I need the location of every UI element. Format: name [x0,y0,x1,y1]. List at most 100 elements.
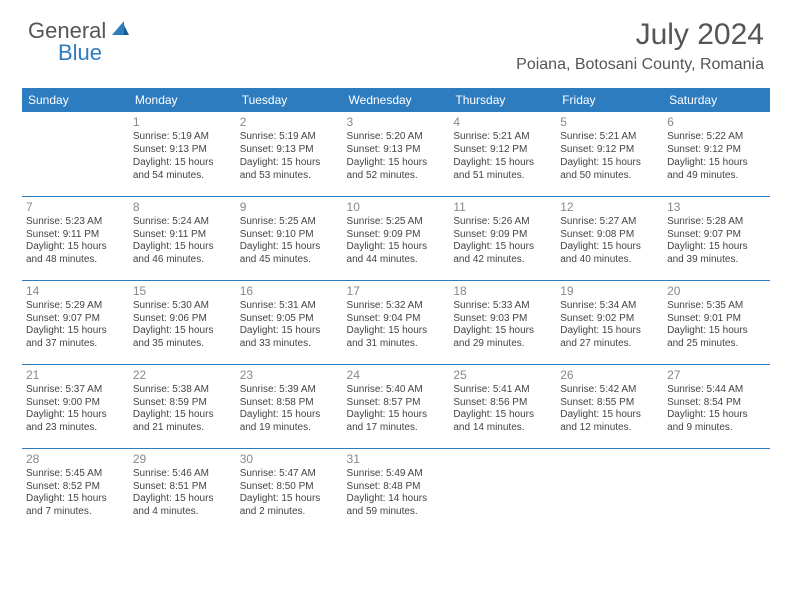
day-number: 12 [560,200,659,215]
sunrise-line: Sunrise: 5:28 AM [667,216,766,229]
sunset-line: Sunset: 9:13 PM [133,144,232,157]
sunset-line: Sunset: 9:08 PM [560,229,659,242]
day-cell: 23Sunrise: 5:39 AMSunset: 8:58 PMDayligh… [236,364,343,448]
sunset-line: Sunset: 9:06 PM [133,313,232,326]
daylight-line: Daylight: 15 hours and 39 minutes. [667,241,766,267]
sunrise-line: Sunrise: 5:24 AM [133,216,232,229]
day-number: 9 [240,200,339,215]
day-number: 24 [347,368,446,383]
daylight-line: Daylight: 15 hours and 53 minutes. [240,157,339,183]
sunrise-line: Sunrise: 5:37 AM [26,384,125,397]
sunset-line: Sunset: 9:12 PM [453,144,552,157]
day-cell: 18Sunrise: 5:33 AMSunset: 9:03 PMDayligh… [449,280,556,364]
day-number: 25 [453,368,552,383]
week-row: 28Sunrise: 5:45 AMSunset: 8:52 PMDayligh… [22,448,770,532]
sunrise-line: Sunrise: 5:23 AM [26,216,125,229]
day-cell: 11Sunrise: 5:26 AMSunset: 9:09 PMDayligh… [449,196,556,280]
logo: General Blue [28,18,132,44]
sunrise-line: Sunrise: 5:34 AM [560,300,659,313]
day-cell: 17Sunrise: 5:32 AMSunset: 9:04 PMDayligh… [343,280,450,364]
daylight-line: Daylight: 15 hours and 27 minutes. [560,325,659,351]
day-cell: 21Sunrise: 5:37 AMSunset: 9:00 PMDayligh… [22,364,129,448]
sunset-line: Sunset: 9:11 PM [133,229,232,242]
sunset-line: Sunset: 8:57 PM [347,397,446,410]
day-cell [663,448,770,532]
sunset-line: Sunset: 9:09 PM [347,229,446,242]
day-cell: 2Sunrise: 5:19 AMSunset: 9:13 PMDaylight… [236,112,343,196]
daylight-line: Daylight: 15 hours and 42 minutes. [453,241,552,267]
day-number: 10 [347,200,446,215]
day-number: 2 [240,115,339,130]
sunset-line: Sunset: 9:12 PM [667,144,766,157]
header: General Blue July 2024 Poiana, Botosani … [0,0,792,80]
sunrise-line: Sunrise: 5:21 AM [560,131,659,144]
daylight-line: Daylight: 15 hours and 14 minutes. [453,409,552,435]
day-number: 1 [133,115,232,130]
daylight-line: Daylight: 15 hours and 19 minutes. [240,409,339,435]
day-number: 7 [26,200,125,215]
sunset-line: Sunset: 9:07 PM [26,313,125,326]
sunrise-line: Sunrise: 5:27 AM [560,216,659,229]
sunrise-line: Sunrise: 5:33 AM [453,300,552,313]
day-cell: 15Sunrise: 5:30 AMSunset: 9:06 PMDayligh… [129,280,236,364]
sunset-line: Sunset: 8:51 PM [133,481,232,494]
day-number: 15 [133,284,232,299]
sunset-line: Sunset: 8:59 PM [133,397,232,410]
day-number: 18 [453,284,552,299]
day-cell [556,448,663,532]
daylight-line: Daylight: 15 hours and 46 minutes. [133,241,232,267]
day-number: 13 [667,200,766,215]
logo-sail-icon [110,19,130,44]
day-cell: 8Sunrise: 5:24 AMSunset: 9:11 PMDaylight… [129,196,236,280]
day-cell [22,112,129,196]
daylight-line: Daylight: 15 hours and 50 minutes. [560,157,659,183]
daylight-line: Daylight: 15 hours and 51 minutes. [453,157,552,183]
month-title: July 2024 [516,18,764,52]
day-cell: 6Sunrise: 5:22 AMSunset: 9:12 PMDaylight… [663,112,770,196]
week-row: 21Sunrise: 5:37 AMSunset: 9:00 PMDayligh… [22,364,770,448]
sunrise-line: Sunrise: 5:19 AM [240,131,339,144]
day-cell: 9Sunrise: 5:25 AMSunset: 9:10 PMDaylight… [236,196,343,280]
day-number: 26 [560,368,659,383]
sunrise-line: Sunrise: 5:47 AM [240,468,339,481]
sunset-line: Sunset: 8:54 PM [667,397,766,410]
daylight-line: Daylight: 15 hours and 4 minutes. [133,493,232,519]
day-header: Tuesday [236,88,343,112]
sunset-line: Sunset: 9:13 PM [240,144,339,157]
sunrise-line: Sunrise: 5:40 AM [347,384,446,397]
daylight-line: Daylight: 15 hours and 48 minutes. [26,241,125,267]
sunrise-line: Sunrise: 5:25 AM [347,216,446,229]
sunrise-line: Sunrise: 5:26 AM [453,216,552,229]
sunset-line: Sunset: 8:55 PM [560,397,659,410]
sunset-line: Sunset: 9:07 PM [667,229,766,242]
sunrise-line: Sunrise: 5:45 AM [26,468,125,481]
day-cell: 10Sunrise: 5:25 AMSunset: 9:09 PMDayligh… [343,196,450,280]
daylight-line: Daylight: 15 hours and 33 minutes. [240,325,339,351]
sunrise-line: Sunrise: 5:35 AM [667,300,766,313]
daylight-line: Daylight: 15 hours and 25 minutes. [667,325,766,351]
daylight-line: Daylight: 15 hours and 35 minutes. [133,325,232,351]
daylight-line: Daylight: 15 hours and 52 minutes. [347,157,446,183]
day-number: 21 [26,368,125,383]
sunrise-line: Sunrise: 5:21 AM [453,131,552,144]
day-cell: 3Sunrise: 5:20 AMSunset: 9:13 PMDaylight… [343,112,450,196]
day-cell: 4Sunrise: 5:21 AMSunset: 9:12 PMDaylight… [449,112,556,196]
day-number: 4 [453,115,552,130]
sunset-line: Sunset: 9:13 PM [347,144,446,157]
logo-text-blue: Blue [58,40,102,66]
day-number: 22 [133,368,232,383]
day-cell: 26Sunrise: 5:42 AMSunset: 8:55 PMDayligh… [556,364,663,448]
daylight-line: Daylight: 15 hours and 7 minutes. [26,493,125,519]
day-header-row: SundayMondayTuesdayWednesdayThursdayFrid… [22,88,770,112]
day-cell: 27Sunrise: 5:44 AMSunset: 8:54 PMDayligh… [663,364,770,448]
day-header: Monday [129,88,236,112]
sunset-line: Sunset: 8:52 PM [26,481,125,494]
day-number: 29 [133,452,232,467]
day-cell: 24Sunrise: 5:40 AMSunset: 8:57 PMDayligh… [343,364,450,448]
sunrise-line: Sunrise: 5:29 AM [26,300,125,313]
sunrise-line: Sunrise: 5:38 AM [133,384,232,397]
sunrise-line: Sunrise: 5:44 AM [667,384,766,397]
day-cell: 14Sunrise: 5:29 AMSunset: 9:07 PMDayligh… [22,280,129,364]
sunrise-line: Sunrise: 5:32 AM [347,300,446,313]
title-block: July 2024 Poiana, Botosani County, Roman… [516,18,764,74]
